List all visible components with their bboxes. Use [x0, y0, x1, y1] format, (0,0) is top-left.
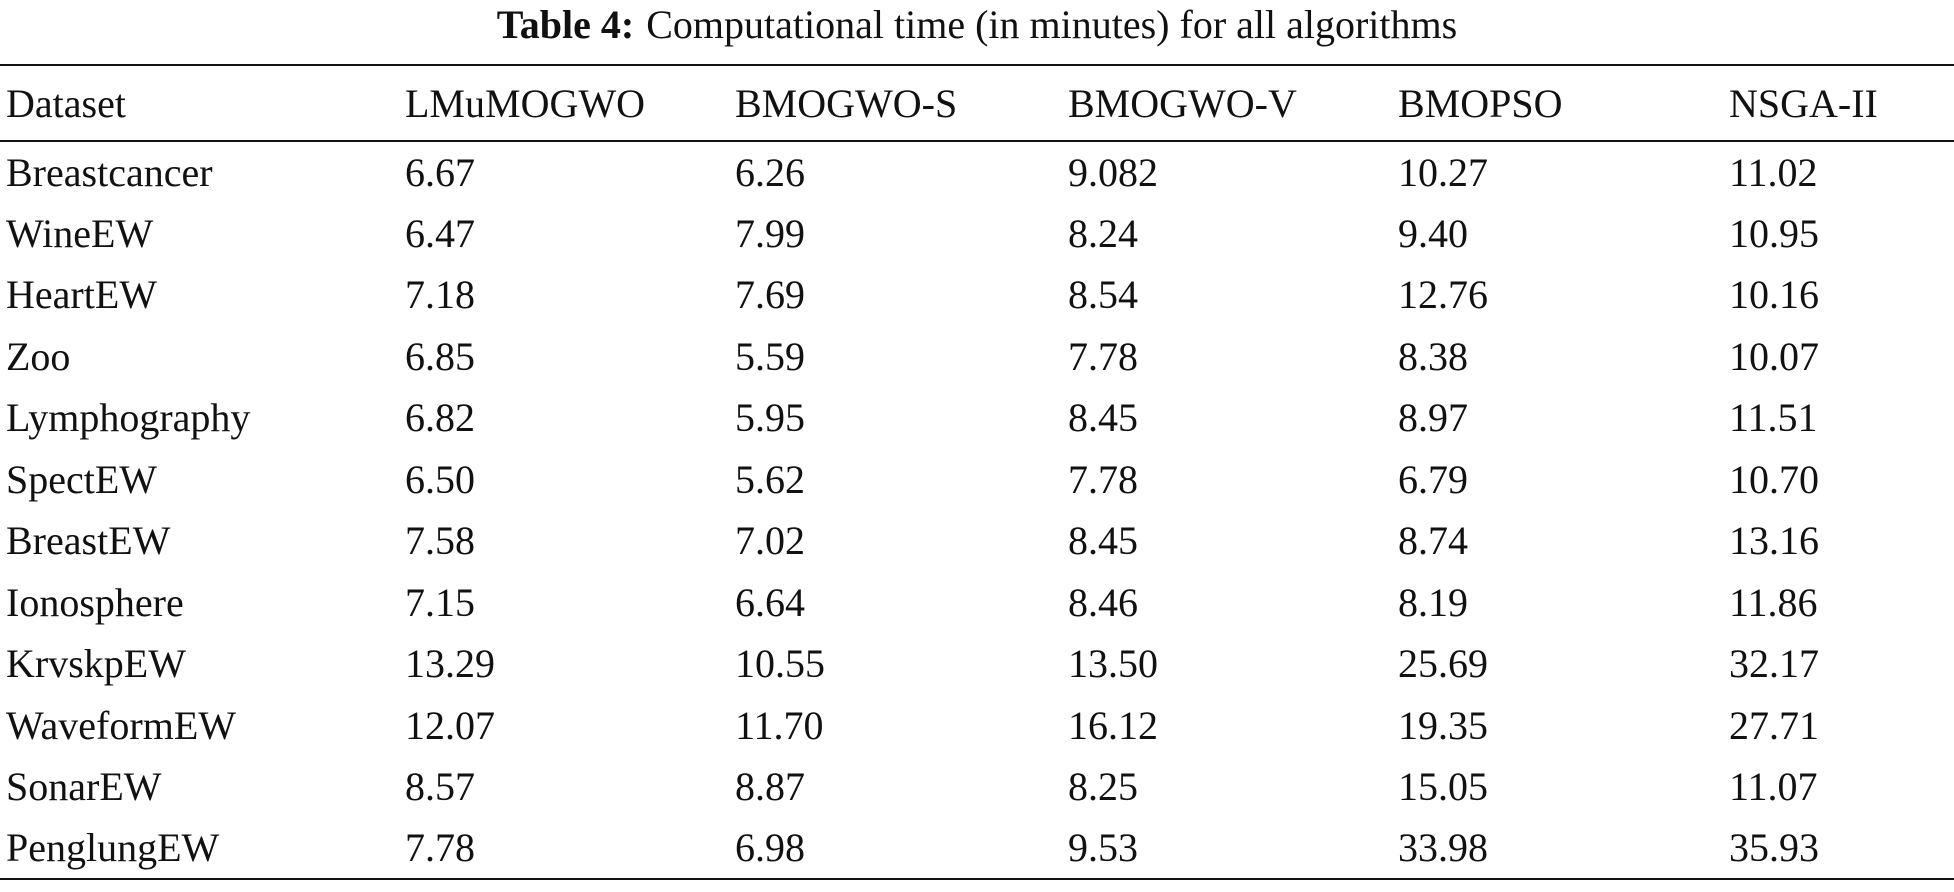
time-cell: 8.38: [1398, 333, 1468, 379]
table-row: WineEW 6.47 7.99 8.24 9.40 10.95: [0, 203, 1954, 265]
time-cell: 7.78: [1068, 456, 1138, 502]
time-cell: 6.64: [735, 579, 805, 625]
table-caption: Table 4: Computational time (in minutes) …: [0, 2, 1954, 48]
dataset-cell: Lymphography: [6, 395, 251, 441]
time-cell: 8.45: [1068, 395, 1138, 441]
time-cell: 13.50: [1068, 641, 1158, 687]
time-cell: 6.26: [735, 149, 805, 195]
time-cell: 7.78: [399, 817, 729, 880]
time-cell: 11.07: [1729, 764, 1818, 810]
time-cell: 9.40: [1398, 210, 1468, 256]
time-cell: 7.99: [735, 210, 805, 256]
time-cell: 16.12: [1068, 702, 1158, 748]
time-cell: 11.02: [1729, 149, 1818, 195]
caption-label: Table 4:: [496, 2, 635, 47]
time-cell: 12.76: [1398, 272, 1488, 318]
time-cell: 7.02: [735, 518, 805, 564]
time-cell: 11.51: [1729, 395, 1818, 441]
caption-text: Computational time (in minutes) for all …: [646, 2, 1458, 47]
time-cell: 8.46: [1068, 579, 1138, 625]
time-cell: 13.16: [1729, 518, 1819, 564]
table-row: KrvskpEW 13.29 10.55 13.50 25.69 32.17: [0, 633, 1954, 695]
table-row: PenglungEW 7.78 6.98 9.53 33.98 35.93: [0, 817, 1954, 880]
time-cell: 10.16: [1729, 272, 1819, 318]
time-cell: 10.07: [1729, 333, 1819, 379]
column-header: BMOGWO-V: [1062, 64, 1392, 142]
time-cell: 10.27: [1398, 149, 1488, 195]
time-cell: 8.45: [1068, 518, 1138, 564]
time-cell: 5.95: [735, 395, 805, 441]
data-table: Dataset LMuMOGWO BMOGWO-S BMOGWO-V BMOPSO NSG…: [0, 64, 1954, 880]
time-cell: 7.58: [405, 518, 475, 564]
time-cell: 25.69: [1398, 641, 1488, 687]
time-cell: 11.86: [1729, 579, 1818, 625]
dataset-cell: WineEW: [6, 210, 154, 256]
time-cell: 6.79: [1398, 456, 1468, 502]
table-row: SpectEW 6.50 5.62 7.78 6.79 10.70: [0, 449, 1954, 511]
time-cell: 11.70: [735, 702, 824, 748]
time-cell: 8.74: [1398, 518, 1468, 564]
time-cell: 9.53: [1062, 817, 1392, 880]
time-cell: 8.54: [1068, 272, 1138, 318]
time-cell: 27.71: [1729, 702, 1819, 748]
table-row: Breastcancer 6.67 6.26 9.082 10.27 11.02: [0, 141, 1954, 203]
time-cell: 13.29: [405, 641, 495, 687]
time-cell: 19.35: [1398, 702, 1488, 748]
time-cell: 9.082: [1068, 149, 1158, 195]
time-cell: 6.85: [405, 333, 475, 379]
dataset-cell: PenglungEW: [0, 817, 399, 880]
time-cell: 32.17: [1729, 641, 1819, 687]
table-row: Ionosphere 7.15 6.64 8.46 8.19 11.86: [0, 572, 1954, 634]
time-cell: 6.98: [729, 817, 1062, 880]
dataset-cell: WaveformEW: [6, 702, 236, 748]
table-head: Dataset LMuMOGWO BMOGWO-S BMOGWO-V BMOPSO NSG…: [0, 64, 1954, 142]
time-cell: 33.98: [1392, 817, 1723, 880]
table-row: BreastEW 7.58 7.02 8.45 8.74 13.16: [0, 510, 1954, 572]
time-cell: 7.18: [405, 272, 475, 318]
time-cell: 6.50: [405, 456, 475, 502]
dataset-cell: HeartEW: [6, 272, 158, 318]
time-cell: 10.95: [1729, 210, 1819, 256]
time-cell: 6.82: [405, 395, 475, 441]
time-cell: 8.57: [405, 764, 475, 810]
table-row: Lymphography 6.82 5.95 8.45 8.97 11.51: [0, 387, 1954, 449]
time-cell: 8.19: [1398, 579, 1468, 625]
dataset-cell: SonarEW: [6, 764, 162, 810]
time-cell: 8.24: [1068, 210, 1138, 256]
dataset-cell: Breastcancer: [6, 149, 213, 195]
column-header: LMuMOGWO: [399, 64, 729, 142]
time-cell: 8.97: [1398, 395, 1468, 441]
time-cell: 5.62: [735, 456, 805, 502]
time-cell: 7.78: [1068, 333, 1138, 379]
column-header: NSGA-II: [1723, 64, 1954, 142]
table-row: SonarEW 8.57 8.87 8.25 15.05 11.07: [0, 756, 1954, 818]
time-cell: 12.07: [405, 702, 495, 748]
time-cell: 6.67: [405, 149, 475, 195]
time-cell: 35.93: [1723, 817, 1954, 880]
time-cell: 10.55: [735, 641, 825, 687]
column-header: BMOGWO-S: [729, 64, 1062, 142]
table-body: Breastcancer 6.67 6.26 9.082 10.27 11.02 WineE…: [0, 141, 1954, 880]
table-row: WaveformEW 12.07 11.70 16.12 19.35 27.71: [0, 695, 1954, 757]
time-cell: 7.15: [405, 579, 475, 625]
time-cell: 7.69: [735, 272, 805, 318]
time-cell: 6.47: [405, 210, 475, 256]
time-cell: 8.25: [1068, 764, 1138, 810]
time-cell: 15.05: [1398, 764, 1488, 810]
time-cell: 5.59: [735, 333, 805, 379]
table-row: HeartEW 7.18 7.69 8.54 12.76 10.16: [0, 264, 1954, 326]
column-header: BMOPSO: [1392, 64, 1723, 142]
dataset-cell: BreastEW: [6, 518, 171, 564]
table-row: Zoo 6.85 5.59 7.78 8.38 10.07: [0, 326, 1954, 388]
header-row: Dataset LMuMOGWO BMOGWO-S BMOGWO-V BMOPSO NSG…: [0, 64, 1954, 142]
dataset-cell: SpectEW: [6, 456, 158, 502]
column-header: Dataset: [0, 64, 399, 142]
dataset-cell: Zoo: [6, 333, 71, 379]
time-cell: 8.87: [735, 764, 805, 810]
dataset-cell: KrvskpEW: [6, 641, 186, 687]
dataset-cell: Ionosphere: [6, 579, 184, 625]
time-cell: 10.70: [1729, 456, 1819, 502]
